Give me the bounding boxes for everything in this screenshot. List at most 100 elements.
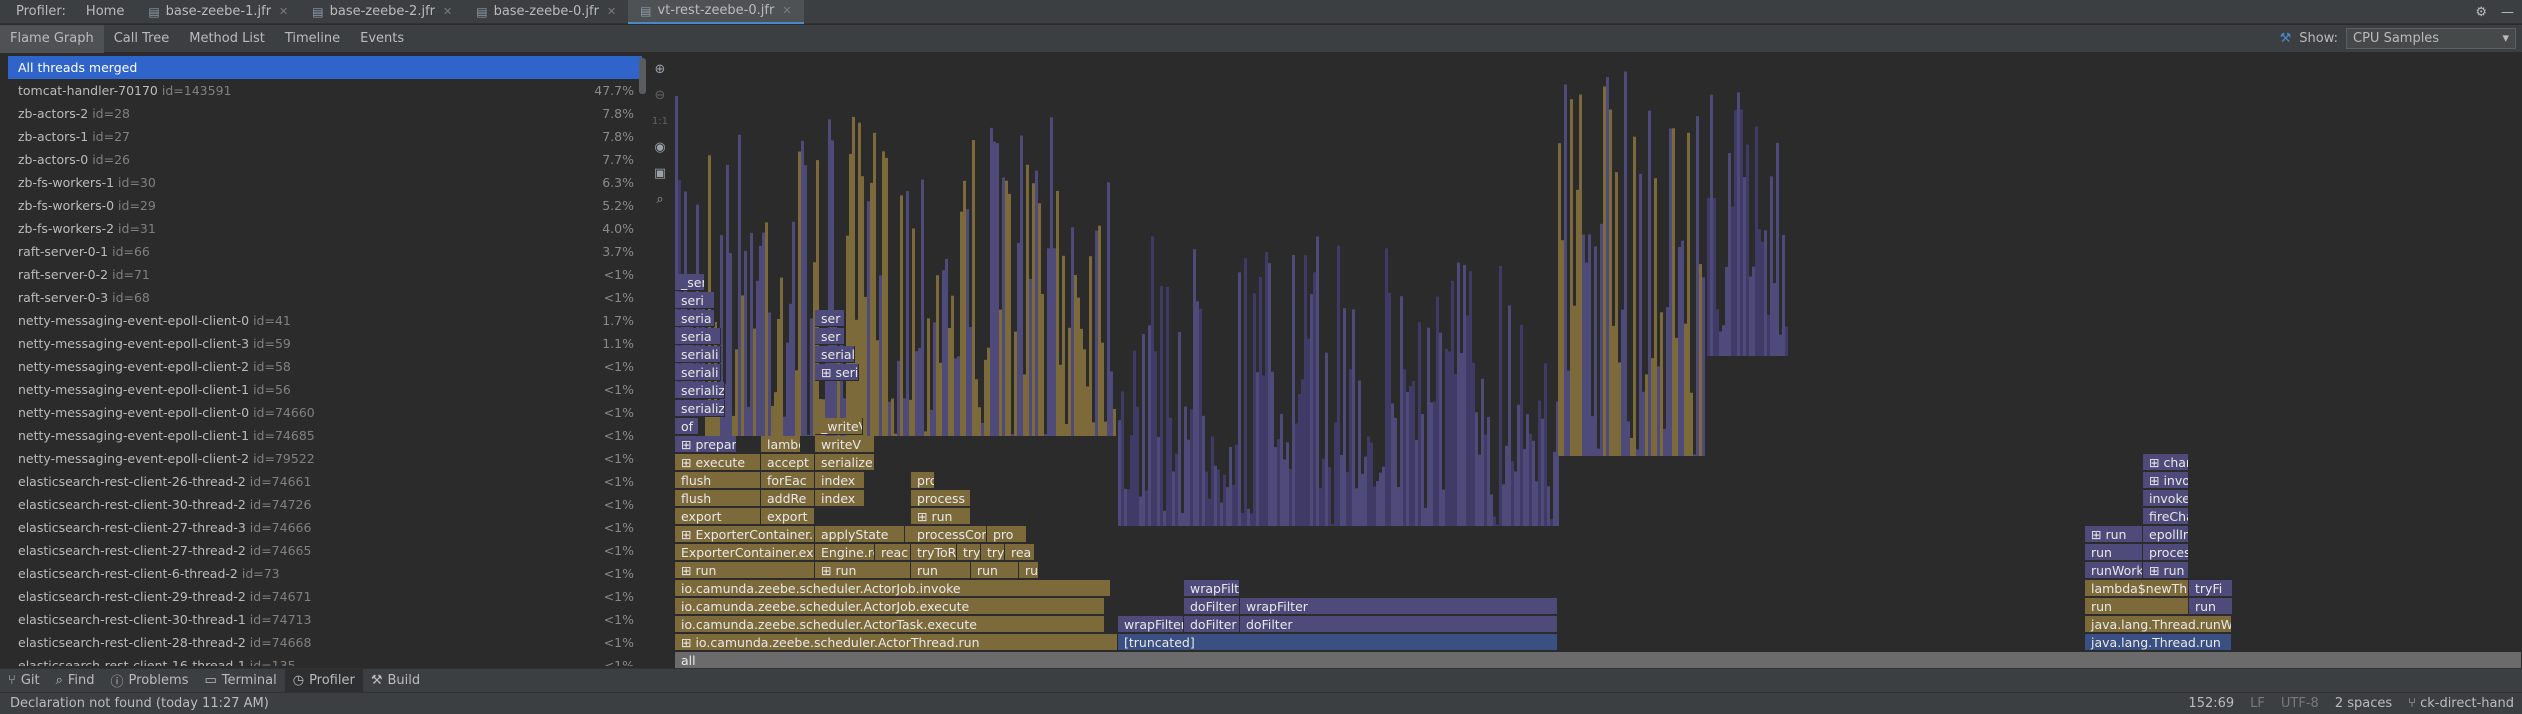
thread-row[interactable]: All threads merged (8, 56, 642, 79)
flame-frame[interactable]: index (815, 490, 865, 507)
flame-frame[interactable]: lambda$newThread$0 (2085, 580, 2189, 597)
zoom-out-icon[interactable]: ⊖ (654, 88, 666, 103)
flame-frame[interactable]: ser (815, 328, 845, 345)
flame-frame[interactable]: ⊞ ExporterContainer.export (675, 526, 815, 543)
flame-frame[interactable]: invoke (2143, 490, 2189, 507)
indent-settings[interactable]: 2 spaces (2334, 696, 2393, 711)
thread-row[interactable]: zb-actors-0 id=26 7.7% (8, 148, 642, 171)
toolwindow-terminal[interactable]: ▭ Terminal (196, 669, 284, 693)
flame-frame[interactable]: flush (675, 490, 761, 507)
toolwindow-find[interactable]: ⌕ Find (48, 669, 103, 693)
flame-frame[interactable]: run (1019, 562, 1039, 579)
thread-row[interactable]: zb-fs-workers-1 id=30 6.3% (8, 171, 642, 194)
thread-row[interactable]: zb-fs-workers-0 id=29 5.2% (8, 194, 642, 217)
thread-row[interactable]: elasticsearch-rest-client-29-thread-2 id=… (8, 585, 642, 608)
flame-frame[interactable]: tryT (981, 544, 1005, 561)
tab-home[interactable]: Home (85, 4, 125, 19)
flame-frame[interactable]: of (675, 418, 699, 435)
flame-frame[interactable]: ⊞ run (2143, 562, 2189, 579)
flame-frame[interactable]: serialize (815, 454, 875, 471)
flame-frame[interactable]: accept (761, 454, 815, 471)
flame-frame[interactable]: [truncated] (1118, 634, 1558, 651)
close-icon[interactable]: ✕ (443, 5, 453, 18)
flame-frame[interactable]: ⊞ chan (2143, 454, 2189, 471)
thread-row[interactable]: elasticsearch-rest-client-16-thread-1 id=… (8, 654, 642, 666)
thread-row[interactable]: zb-actors-1 id=27 7.8% (8, 125, 642, 148)
flame-frame[interactable]: epollInR (2143, 526, 2189, 543)
toolwindow-problems[interactable]: ⓘ Problems (103, 669, 197, 693)
flame-frame[interactable]: java.lang.Thread.runWith (2085, 616, 2232, 633)
flame-frame[interactable]: flush (675, 472, 761, 489)
thread-row[interactable]: netty-messaging-event-epoll-client-3 id=5… (8, 332, 642, 355)
thread-row[interactable]: elasticsearch-rest-client-27-thread-2 id=… (8, 539, 642, 562)
flame-frame[interactable]: serializ (675, 400, 725, 417)
flame-frame[interactable]: processCor (911, 526, 987, 543)
tab-base-zeebe-1[interactable]: ▤ base-zeebe-1.jfr ✕ (148, 4, 289, 19)
flame-frame[interactable]: io.camunda.zeebe.scheduler.ActorJob.exec… (675, 598, 1105, 615)
tab-flame-graph[interactable]: Flame Graph (0, 24, 104, 53)
flame-frame[interactable]: ⊞ run (675, 562, 815, 579)
tab-timeline[interactable]: Timeline (284, 31, 341, 46)
flame-frame[interactable]: tryToReadN (911, 544, 957, 561)
zoom-in-icon[interactable]: ⊕ (654, 62, 666, 77)
flame-frame[interactable]: ⊞ invol (2143, 472, 2189, 489)
flame-frame[interactable]: ⊞ run (2085, 526, 2143, 543)
flame-frame[interactable]: tryFi (2189, 580, 2233, 597)
flame-frame[interactable]: ser (815, 310, 845, 327)
thread-row[interactable]: raft-server-0-1 id=66 3.7% (8, 240, 642, 263)
flame-frame[interactable]: seria (675, 328, 721, 345)
flame-frame[interactable]: ⊞ seria (815, 364, 859, 381)
thread-row[interactable]: elasticsearch-rest-client-30-thread-2 id=… (8, 493, 642, 516)
flame-frame[interactable]: proc (911, 472, 935, 489)
flame-frame[interactable]: io.camunda.zeebe.scheduler.ActorJob.invo… (675, 580, 1111, 597)
thread-row[interactable]: raft-server-0-3 id=68 <1% (8, 286, 642, 309)
close-icon[interactable]: ✕ (606, 5, 617, 18)
thread-row[interactable]: elasticsearch-rest-client-30-thread-1 id=… (8, 608, 642, 631)
flame-frame[interactable]: ⊞ execute (675, 454, 761, 471)
flame-frame[interactable]: processR (2143, 544, 2189, 561)
thread-row[interactable]: elasticsearch-rest-client-6-thread-2 id=7… (8, 562, 642, 585)
threads-scrollbar[interactable] (639, 58, 646, 94)
flame-frame[interactable]: reac (875, 544, 911, 561)
thread-row[interactable]: zb-actors-2 id=28 7.8% (8, 102, 642, 125)
flame-frame[interactable]: Engine.replay (815, 544, 875, 561)
tab-base-zeebe-0[interactable]: ▤ base-zeebe-0.jfr ✕ (476, 4, 617, 19)
flame-frame[interactable]: ⊞ io.camunda.zeebe.scheduler.ActorThread… (675, 634, 1118, 651)
line-separator[interactable]: LF (2250, 696, 2265, 711)
flame-frame[interactable]: java.lang.Thread.run (2085, 634, 2232, 651)
search-icon[interactable]: ⌕ (656, 192, 664, 207)
file-encoding[interactable]: UTF-8 (2280, 696, 2319, 711)
close-icon[interactable]: ✕ (782, 4, 792, 17)
flame-frame[interactable]: wrapFilter (1118, 616, 1184, 633)
thread-row[interactable]: netty-messaging-event-epoll-client-2 id=5… (8, 355, 642, 378)
minimize-icon[interactable]: — (2501, 4, 2514, 20)
thread-row[interactable]: elasticsearch-rest-client-28-thread-2 id=… (8, 631, 642, 654)
flame-frame[interactable]: run (971, 562, 1019, 579)
toolwindow-build[interactable]: ⚒ Build (363, 669, 428, 693)
tab-call-tree[interactable]: Call Tree (113, 31, 170, 46)
toolwindow-git[interactable]: ⑂ Git (0, 669, 48, 693)
flame-frame[interactable]: run (2085, 598, 2189, 615)
thread-row[interactable]: netty-messaging-event-epoll-client-0 id=7… (8, 401, 642, 424)
flame-frame[interactable]: wrapFilter (1240, 598, 1558, 615)
flame-frame[interactable]: index (815, 472, 865, 489)
show-select[interactable]: CPU Samples ▾ (2346, 28, 2516, 49)
toolwindow-profiler[interactable]: ◷ Profiler (284, 668, 363, 693)
thread-row[interactable]: elasticsearch-rest-client-26-thread-2 id=… (8, 470, 642, 493)
flame-frame[interactable]: wrapFilter (1184, 580, 1240, 597)
git-branch[interactable]: ⑂ ck-direct-hand (2408, 696, 2514, 711)
flame-frame[interactable]: io.camunda.zeebe.scheduler.ActorTask.exe… (675, 616, 1105, 633)
flame-graph[interactable]: all ⊞ io.camunda.zeebe.scheduler.ActorThr… (675, 56, 2522, 668)
flame-frame[interactable]: seri (675, 292, 715, 309)
thread-row[interactable]: netty-messaging-event-epoll-client-1 id=5… (8, 378, 642, 401)
flame-frame[interactable]: fireCha (2143, 508, 2189, 525)
settings-sliders-icon[interactable]: ⚒ (2279, 31, 2292, 46)
thread-row[interactable]: netty-messaging-event-epoll-client-2 id=7… (8, 447, 642, 470)
flame-frame[interactable]: applyState (815, 526, 905, 543)
flame-frame[interactable]: run (2085, 544, 2143, 561)
close-icon[interactable]: ✕ (279, 5, 289, 18)
flame-frame[interactable]: process (911, 490, 971, 507)
flame-frame[interactable]: ExporterContainer.exportRecord (675, 544, 815, 561)
thread-row[interactable]: netty-messaging-event-epoll-client-0 id=4… (8, 309, 642, 332)
flame-frame[interactable]: run (2189, 598, 2233, 615)
